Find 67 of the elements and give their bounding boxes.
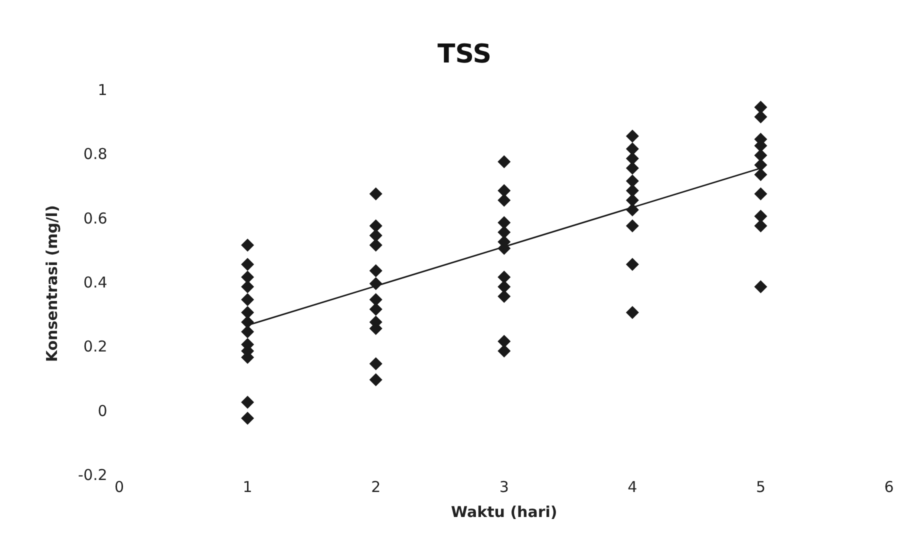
- point: [369, 373, 382, 386]
- point: [498, 334, 511, 348]
- point: [498, 194, 511, 207]
- point: [754, 187, 768, 200]
- point: [241, 412, 254, 425]
- point: [369, 219, 382, 232]
- point: [498, 155, 511, 168]
- point: [626, 219, 639, 232]
- point: [626, 142, 639, 156]
- y-axis-title: Konsentrasi (mg/l): [42, 205, 61, 362]
- point: [241, 280, 254, 294]
- point: [241, 306, 254, 319]
- point: [626, 162, 639, 175]
- point: [369, 357, 382, 370]
- point: [754, 148, 768, 162]
- point: [369, 277, 382, 290]
- point: [626, 184, 639, 198]
- point: [626, 203, 639, 216]
- point: [498, 344, 511, 358]
- point: [241, 238, 254, 252]
- point: [754, 110, 768, 124]
- point: [754, 219, 768, 232]
- y-tick-label: 0.8: [83, 145, 108, 164]
- x-tick-label: 3: [499, 478, 509, 496]
- point: [498, 226, 511, 239]
- point: [498, 280, 511, 294]
- point: [498, 216, 511, 230]
- x-tick-label: 0: [114, 478, 124, 496]
- point: [626, 258, 639, 271]
- point: [626, 130, 639, 143]
- y-tick-label: 0.2: [83, 338, 108, 356]
- point: [369, 187, 382, 200]
- x-axis-title: Waktu (hari): [451, 502, 558, 521]
- y-tick-label: 0.6: [83, 209, 108, 228]
- point: [369, 293, 382, 306]
- point: [498, 290, 511, 303]
- x-tick-label: 6: [884, 478, 894, 496]
- y-tick-label: 0.4: [83, 273, 108, 292]
- point: [754, 168, 768, 182]
- y-tick-label: 0: [98, 402, 108, 420]
- y-tick-label: -0.2: [78, 466, 108, 484]
- point: [369, 264, 382, 278]
- point: [369, 229, 382, 242]
- y-tick-label: 1: [98, 81, 108, 100]
- point: [626, 152, 639, 166]
- point: [241, 293, 254, 306]
- point: [241, 270, 254, 284]
- point: [241, 258, 254, 271]
- point: [626, 306, 639, 319]
- point: [498, 184, 511, 198]
- point: [241, 316, 254, 329]
- x-tick-label: 4: [628, 478, 638, 496]
- point: [369, 238, 382, 252]
- point: [626, 174, 639, 188]
- x-tick-label: 5: [756, 478, 766, 496]
- point: [241, 396, 254, 409]
- chart-title: TSS: [437, 39, 492, 70]
- x-tick-label: 2: [371, 478, 381, 496]
- point: [754, 100, 768, 114]
- point: [626, 194, 639, 207]
- x-tick-label: 1: [242, 478, 252, 496]
- point: [754, 158, 768, 172]
- point: [754, 210, 768, 223]
- point: [369, 302, 382, 316]
- point: [498, 270, 511, 284]
- point: [241, 325, 254, 338]
- point: [754, 280, 768, 294]
